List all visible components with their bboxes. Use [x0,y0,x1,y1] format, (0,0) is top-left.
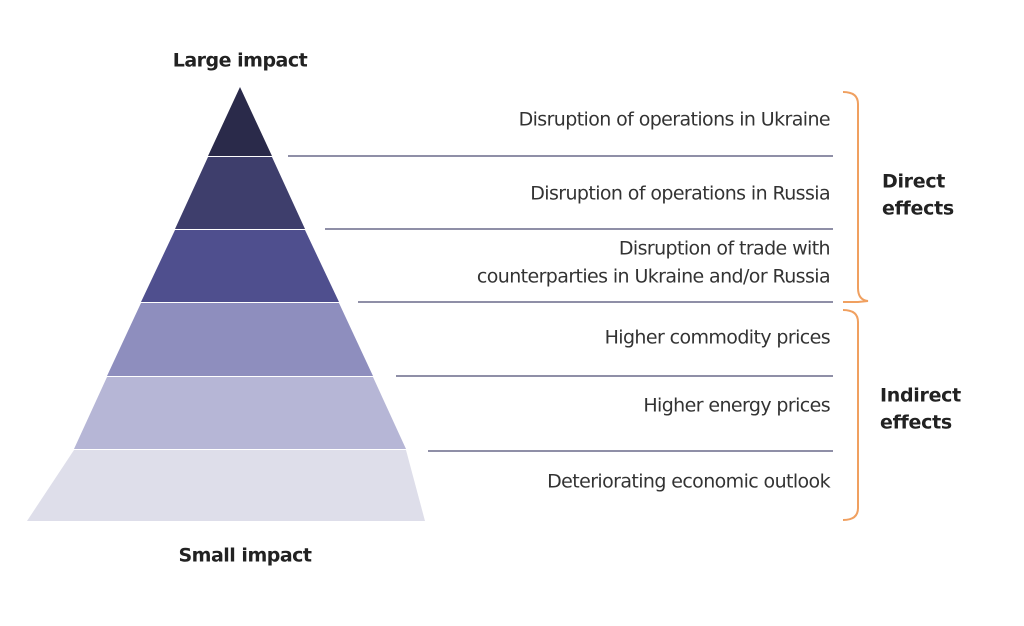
level-label: Disruption of operations in Ukraine [519,109,830,131]
level-label: counterparties in Ukraine and/or Russia [477,266,830,288]
pyramid-tier [107,303,373,376]
group-label: Direct [882,171,945,193]
pyramid-tier [27,450,425,521]
bracket [842,91,869,303]
bottom-label: Small impact [178,545,311,567]
pyramid-tier [175,157,305,229]
bracket [842,309,859,521]
pyramid-tier [74,377,406,449]
level-label: Disruption of operations in Russia [530,183,830,205]
level-label: Higher energy prices [643,395,830,417]
pyramid-tier [208,87,272,156]
level-label: Disruption of trade with [619,238,830,260]
group-label: effects [882,198,954,220]
top-label: Large impact [173,50,308,72]
group-label: effects [880,412,952,434]
pyramid [27,87,425,521]
level-label: Higher commodity prices [605,327,830,349]
group-label: Indirect [880,385,961,407]
pyramid-tier [141,230,339,302]
level-label: Deteriorating economic outlook [547,471,830,493]
